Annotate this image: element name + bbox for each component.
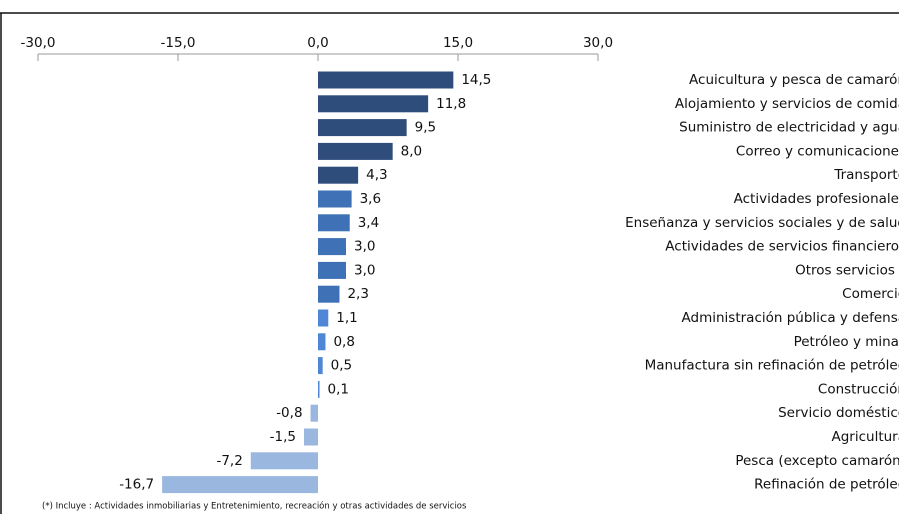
bar (318, 95, 429, 113)
category-label: Comercio (842, 286, 899, 302)
bar (318, 380, 320, 398)
value-label: 14,5 (461, 72, 491, 88)
category-label: Refinación de petróleo (754, 477, 899, 493)
value-label: 0,1 (328, 381, 349, 397)
value-label: -0,8 (276, 405, 302, 421)
value-label: 3,0 (354, 262, 375, 278)
bar (318, 333, 326, 351)
category-label: Petróleo y minas (794, 334, 899, 350)
category-label: Otros servicios * (795, 262, 899, 278)
value-label: -7,2 (216, 453, 242, 469)
bar (318, 309, 329, 327)
category-label: Acuicultura y pesca de camarón (689, 72, 899, 88)
bar (318, 119, 407, 137)
value-label: 1,1 (336, 310, 357, 326)
category-label: Administración pública y defensa (682, 310, 899, 326)
bar (310, 404, 318, 422)
category-label: Agricultura (831, 429, 899, 445)
bar (304, 428, 318, 446)
bar (318, 190, 352, 208)
bar (318, 142, 393, 160)
value-label: 8,0 (401, 143, 422, 159)
category-label: Alojamiento y servicios de comida (675, 96, 899, 112)
category-label: Enseñanza y servicios sociales y de salu… (625, 215, 899, 231)
x-tick-label: 30,0 (583, 35, 613, 51)
value-label: 0,5 (331, 358, 352, 374)
bar (162, 476, 318, 494)
value-label: 0,8 (333, 334, 354, 350)
x-tick-label: 15,0 (443, 35, 473, 51)
category-label: Pesca (excepto camarón) (735, 453, 899, 469)
category-label: Suministro de electricidad y agua (679, 120, 899, 136)
value-label: 2,3 (347, 286, 368, 302)
x-tick-label: -15,0 (161, 35, 196, 51)
category-label: Actividades de servicios financieros (665, 239, 899, 255)
value-label: -1,5 (270, 429, 296, 445)
bar (250, 452, 318, 470)
bar (318, 238, 346, 256)
category-label: Correo y comunicaciones (736, 143, 899, 159)
bar (318, 285, 340, 303)
bar (318, 261, 346, 279)
bar (318, 166, 359, 184)
bar (318, 71, 454, 89)
category-label: Transporte (833, 167, 899, 183)
value-label: 11,8 (436, 96, 466, 112)
category-label: Manufactura sin refinación de petróleo (645, 358, 899, 374)
value-label: -16,7 (119, 477, 154, 493)
x-tick-label: 0,0 (307, 35, 328, 51)
value-label: 3,6 (360, 191, 381, 207)
value-label: 9,5 (415, 120, 436, 136)
value-label: 4,3 (366, 167, 387, 183)
bar (318, 214, 350, 232)
value-label: 3,4 (358, 215, 379, 231)
category-label: Construcción (818, 381, 899, 397)
value-label: 3,0 (354, 239, 375, 255)
x-tick-label: -30,0 (21, 35, 56, 51)
category-label: Servicio doméstico (778, 405, 899, 421)
bar (318, 357, 323, 375)
category-label: Actividades profesionales (734, 191, 899, 207)
footnote: (*) Incluye : Actividades inmobiliarias … (42, 501, 467, 512)
